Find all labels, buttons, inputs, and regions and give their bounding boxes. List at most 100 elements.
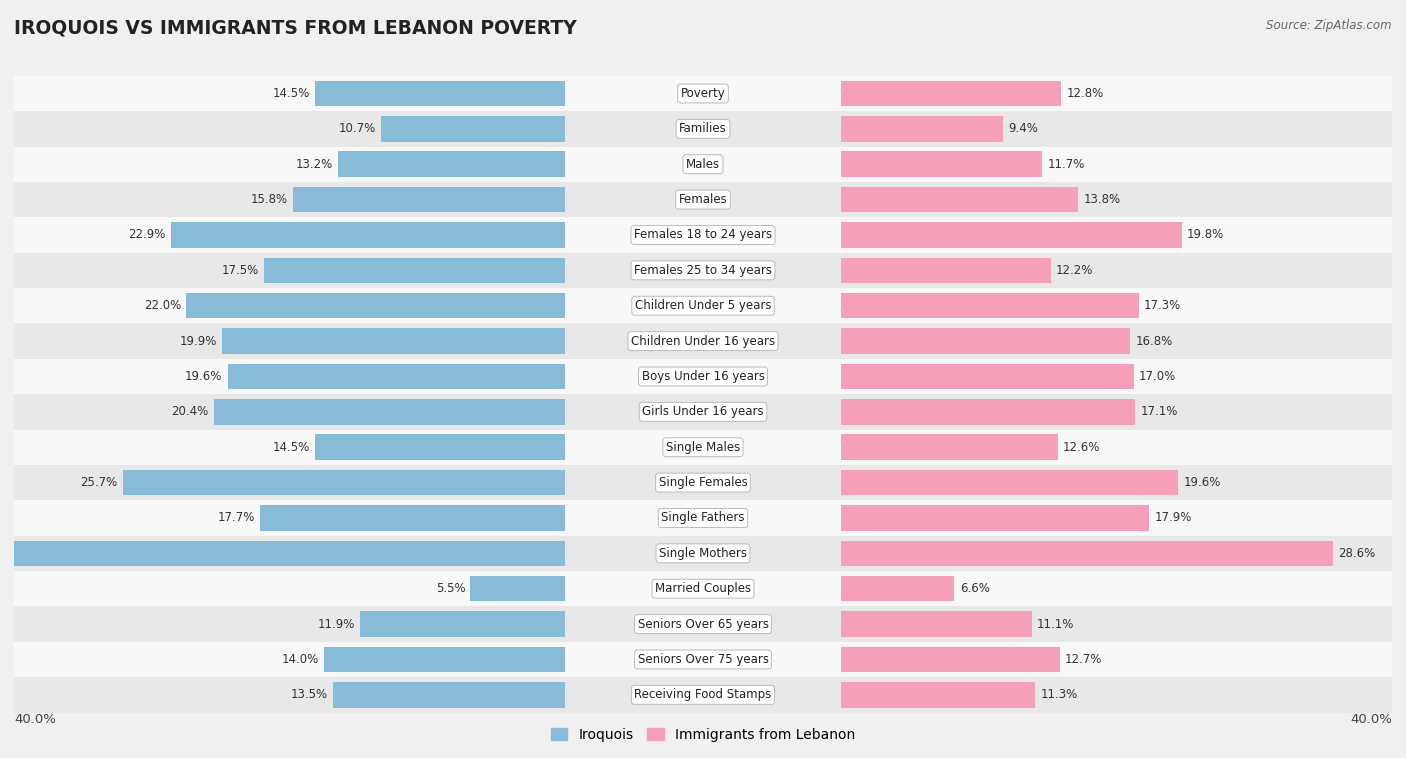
Text: Boys Under 16 years: Boys Under 16 years [641, 370, 765, 383]
Bar [841, 258, 1050, 283]
Bar [14, 500, 1392, 536]
Text: Females: Females [679, 193, 727, 206]
Text: Poverty: Poverty [681, 87, 725, 100]
Text: 6.6%: 6.6% [960, 582, 990, 595]
Legend: Iroquois, Immigrants from Lebanon: Iroquois, Immigrants from Lebanon [546, 722, 860, 747]
Text: Single Mothers: Single Mothers [659, 547, 747, 560]
Bar [292, 187, 565, 212]
Text: 28.6%: 28.6% [1339, 547, 1376, 560]
Text: Seniors Over 65 years: Seniors Over 65 years [637, 618, 769, 631]
Text: Single Fathers: Single Fathers [661, 512, 745, 525]
Text: 12.6%: 12.6% [1063, 440, 1101, 454]
Bar [0, 540, 565, 566]
Text: Children Under 5 years: Children Under 5 years [634, 299, 772, 312]
Bar [214, 399, 565, 424]
Text: 11.3%: 11.3% [1040, 688, 1078, 701]
Text: 19.6%: 19.6% [186, 370, 222, 383]
Text: 19.9%: 19.9% [180, 334, 218, 348]
Bar [14, 394, 1392, 430]
Bar [841, 293, 1139, 318]
Text: 5.5%: 5.5% [436, 582, 465, 595]
Text: Females 25 to 34 years: Females 25 to 34 years [634, 264, 772, 277]
Text: 22.0%: 22.0% [143, 299, 181, 312]
Text: 16.8%: 16.8% [1135, 334, 1173, 348]
Bar [14, 288, 1392, 324]
Bar [264, 258, 565, 283]
Text: Children Under 16 years: Children Under 16 years [631, 334, 775, 348]
Text: 20.4%: 20.4% [172, 406, 208, 418]
Bar [360, 612, 565, 637]
Bar [333, 682, 565, 707]
Bar [14, 111, 1392, 146]
Bar [222, 328, 565, 354]
Bar [14, 536, 1392, 571]
Text: 19.6%: 19.6% [1184, 476, 1220, 489]
Text: 11.7%: 11.7% [1047, 158, 1085, 171]
Text: 17.1%: 17.1% [1140, 406, 1178, 418]
Text: 17.3%: 17.3% [1144, 299, 1181, 312]
Bar [315, 81, 565, 106]
Bar [170, 222, 565, 248]
Text: 19.8%: 19.8% [1187, 228, 1225, 242]
Bar [14, 606, 1392, 642]
Bar [14, 359, 1392, 394]
Text: Seniors Over 75 years: Seniors Over 75 years [637, 653, 769, 666]
Bar [841, 152, 1042, 177]
Bar [14, 571, 1392, 606]
Bar [841, 187, 1078, 212]
Text: Families: Families [679, 122, 727, 136]
Bar [14, 218, 1392, 252]
Text: Married Couples: Married Couples [655, 582, 751, 595]
Text: Girls Under 16 years: Girls Under 16 years [643, 406, 763, 418]
Text: Females 18 to 24 years: Females 18 to 24 years [634, 228, 772, 242]
Text: Single Females: Single Females [658, 476, 748, 489]
Bar [228, 364, 565, 389]
Bar [14, 182, 1392, 218]
Bar [323, 647, 565, 672]
Text: 12.2%: 12.2% [1056, 264, 1094, 277]
Text: 40.0%: 40.0% [14, 713, 56, 725]
Bar [841, 81, 1062, 106]
Text: 12.7%: 12.7% [1064, 653, 1102, 666]
Bar [260, 506, 565, 531]
Text: 12.8%: 12.8% [1066, 87, 1104, 100]
Text: 13.8%: 13.8% [1084, 193, 1121, 206]
Bar [186, 293, 565, 318]
Bar [471, 576, 565, 601]
Bar [14, 146, 1392, 182]
Bar [381, 116, 565, 142]
Bar [14, 252, 1392, 288]
Text: 17.9%: 17.9% [1154, 512, 1192, 525]
Text: Males: Males [686, 158, 720, 171]
Text: 14.5%: 14.5% [273, 440, 311, 454]
Text: 17.0%: 17.0% [1139, 370, 1175, 383]
Text: 25.7%: 25.7% [80, 476, 117, 489]
Bar [841, 506, 1149, 531]
Bar [841, 222, 1182, 248]
Text: 10.7%: 10.7% [339, 122, 375, 136]
Text: 13.5%: 13.5% [291, 688, 328, 701]
Bar [841, 399, 1135, 424]
Text: 11.1%: 11.1% [1038, 618, 1074, 631]
Bar [14, 324, 1392, 359]
Text: 17.7%: 17.7% [218, 512, 256, 525]
Text: 40.0%: 40.0% [1350, 713, 1392, 725]
Bar [841, 647, 1060, 672]
Bar [841, 470, 1178, 495]
Text: Receiving Food Stamps: Receiving Food Stamps [634, 688, 772, 701]
Text: 15.8%: 15.8% [250, 193, 288, 206]
Bar [337, 152, 565, 177]
Text: 13.2%: 13.2% [295, 158, 333, 171]
Text: Single Males: Single Males [666, 440, 740, 454]
Text: 14.0%: 14.0% [281, 653, 319, 666]
Bar [841, 612, 1032, 637]
Text: 22.9%: 22.9% [128, 228, 166, 242]
Bar [841, 540, 1333, 566]
Bar [841, 116, 1002, 142]
Bar [315, 434, 565, 460]
Bar [14, 76, 1392, 111]
Text: Source: ZipAtlas.com: Source: ZipAtlas.com [1267, 19, 1392, 32]
Bar [841, 328, 1130, 354]
Bar [14, 465, 1392, 500]
Bar [841, 576, 955, 601]
